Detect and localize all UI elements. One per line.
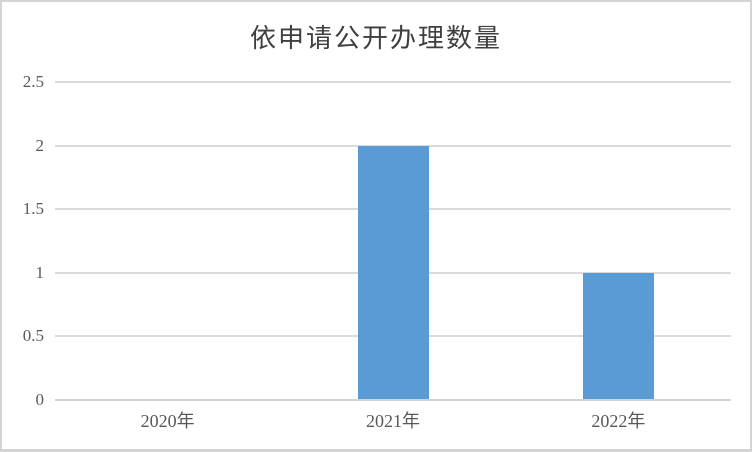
bar-2021年 <box>357 145 429 400</box>
y-axis-tick-label: 0 <box>35 390 45 409</box>
x-axis-label-2022年: 2022年 <box>591 411 646 431</box>
bar-2022年 <box>582 272 654 400</box>
gridline <box>55 81 731 83</box>
x-axis-label-2020年: 2020年 <box>140 411 195 431</box>
chart-title: 依申请公开办理数量 <box>249 24 502 53</box>
y-axis-tick-label: 1 <box>35 262 45 282</box>
y-axis-tick-label: 0.5 <box>22 326 44 346</box>
y-axis-tick-label: 2.5 <box>22 72 44 91</box>
x-axis-line <box>55 399 731 401</box>
x-axis-label-2021年: 2021年 <box>366 411 420 431</box>
y-axis-tick-label: 1.5 <box>22 199 44 219</box>
y-axis-tick-label: 2 <box>35 135 45 155</box>
